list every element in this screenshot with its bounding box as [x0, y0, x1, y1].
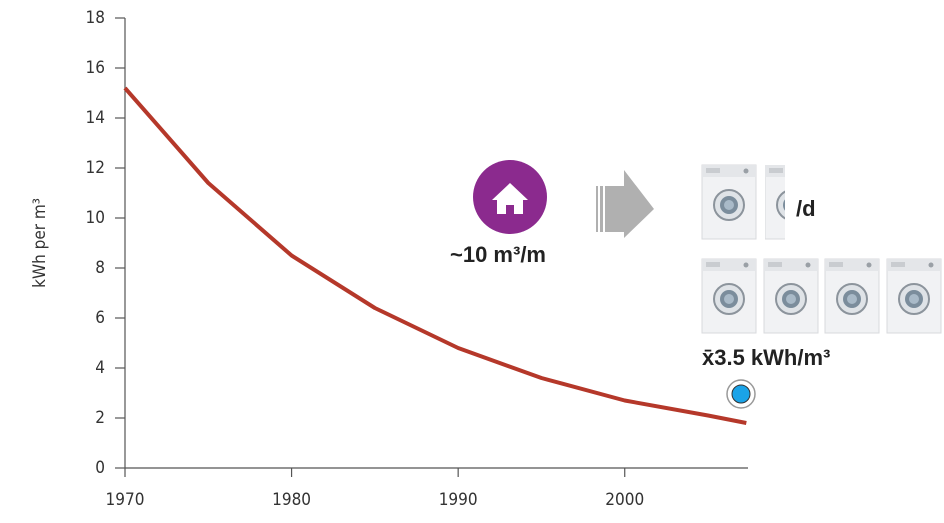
- annotation: /d: [796, 196, 816, 221]
- x-tick-label: 1980: [272, 490, 311, 510]
- washing-machines: [701, 164, 942, 334]
- y-axis-label: kWh per m³: [30, 198, 50, 288]
- arrow-icon: [596, 170, 654, 238]
- annotation: ~10 m³/m: [450, 242, 546, 267]
- y-tick-label: 4: [95, 358, 105, 378]
- y-tick-label: 16: [86, 58, 105, 78]
- y-tick-label: 14: [86, 108, 105, 128]
- x-tick-label: 1990: [439, 490, 478, 510]
- y-tick-label: 8: [95, 258, 105, 278]
- y-tick-label: 0: [95, 458, 105, 478]
- y-tick-label: 6: [95, 308, 105, 328]
- line: [123, 86, 747, 425]
- house-icon: [473, 160, 547, 234]
- annotation: x̄3.5 kWh/m³: [702, 345, 830, 370]
- y-tick-label: 12: [86, 158, 105, 178]
- y-tick-label: 10: [86, 208, 105, 228]
- axes: 0 2 4 6 8 10 12 14 16 18 1970 1980 1990 2000: [86, 8, 748, 510]
- x-tick-label: 1970: [106, 490, 145, 510]
- y-tick-label: 18: [86, 8, 105, 28]
- indicator-dot: [726, 379, 756, 409]
- x-tick-label: 2000: [605, 490, 644, 510]
- y-tick-label: 2: [95, 408, 105, 428]
